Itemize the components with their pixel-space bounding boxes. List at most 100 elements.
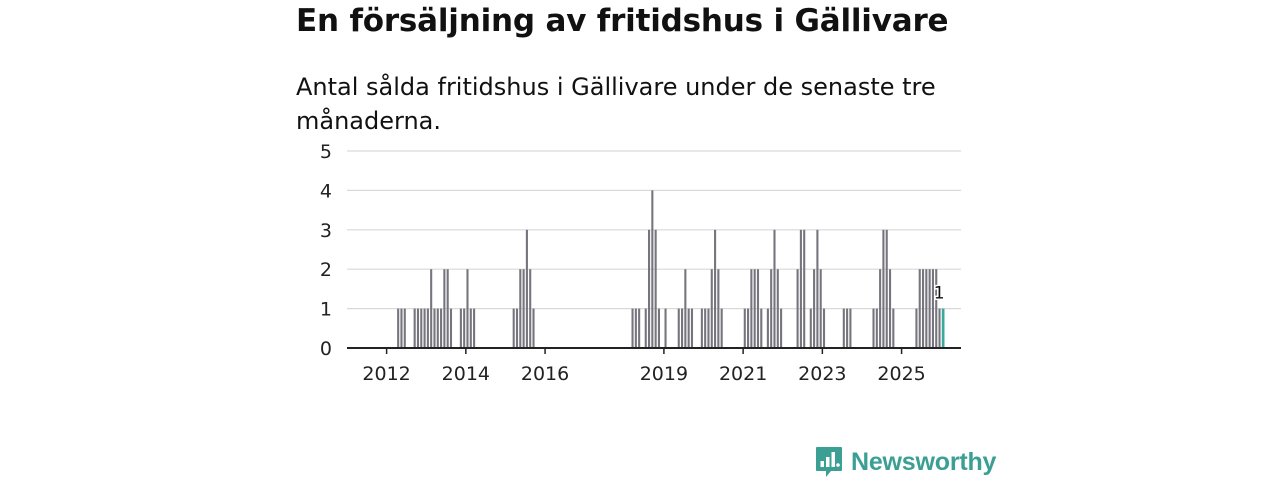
bar (885, 229, 888, 348)
newsworthy-logo-icon (816, 447, 842, 477)
y-tick-label: 2 (320, 259, 332, 281)
x-tick-label: 2025 (877, 363, 925, 385)
bar (466, 269, 469, 348)
bar (918, 269, 921, 348)
y-tick-label: 1 (320, 299, 332, 321)
bar (710, 269, 713, 348)
bar (473, 308, 476, 348)
bar (684, 269, 687, 348)
bar (842, 308, 845, 348)
bar (707, 308, 710, 348)
y-tick-label: 0 (320, 338, 332, 360)
bar (813, 269, 816, 348)
bar (931, 269, 934, 348)
bar (522, 269, 525, 348)
bar (446, 269, 449, 348)
bar (690, 308, 694, 348)
bar (426, 308, 429, 348)
bar (647, 229, 651, 348)
bar (773, 229, 776, 348)
x-tick-label: 2016 (521, 363, 569, 385)
bar (938, 308, 941, 348)
bar (657, 308, 661, 348)
bar (654, 229, 657, 348)
bar (631, 308, 634, 348)
bar (872, 308, 875, 348)
bar (766, 308, 769, 348)
bar (776, 269, 779, 348)
bar (816, 229, 819, 348)
bars (397, 190, 945, 348)
bar-highlight (941, 308, 945, 348)
bar (879, 269, 882, 348)
bar (436, 308, 439, 348)
bar (433, 308, 436, 348)
bar (846, 308, 849, 348)
bar (677, 308, 680, 348)
bar (463, 308, 466, 348)
bar (664, 308, 667, 348)
x-tick-label: 2012 (362, 363, 410, 385)
x-tick-label: 2019 (640, 363, 688, 385)
grid-lines (347, 150, 961, 310)
chart-subtitle: Antal sålda fritidshus i Gällivare under… (296, 73, 936, 135)
bar (469, 308, 472, 348)
y-tick-label: 3 (320, 220, 332, 242)
bar (925, 269, 928, 348)
bar (443, 269, 446, 348)
bar (717, 269, 720, 348)
x-tick-label: 2023 (798, 363, 846, 385)
bar (512, 308, 515, 348)
x-tick-label: 2014 (442, 363, 490, 385)
bar (935, 269, 938, 348)
bar (882, 229, 885, 348)
bar (888, 269, 892, 348)
bar (714, 229, 717, 348)
bar (529, 269, 532, 348)
bar (849, 308, 852, 348)
bar (921, 269, 925, 348)
bar (420, 308, 423, 348)
chart-title: En försäljning av fritidshus i Gällivare (296, 3, 949, 39)
bar (403, 308, 406, 348)
bar (799, 229, 802, 348)
newsworthy-logo: Newsworthy (815, 446, 996, 478)
bar (416, 308, 420, 348)
bar (796, 269, 799, 348)
bar (875, 308, 878, 348)
bar (423, 308, 426, 348)
bar (809, 308, 812, 348)
bar (681, 308, 684, 348)
bar (651, 190, 654, 348)
bar (449, 308, 453, 348)
bar (720, 308, 723, 348)
data-labels: 1 (932, 282, 946, 305)
bar (760, 308, 763, 348)
bar (644, 308, 647, 348)
bar (700, 308, 703, 348)
bar (430, 269, 433, 348)
bar (822, 308, 826, 348)
x-tick-label: 2021 (719, 363, 767, 385)
y-tick-label: 4 (320, 180, 332, 202)
bar (704, 308, 707, 348)
bar (819, 269, 822, 348)
bar (770, 269, 773, 348)
bar (780, 308, 783, 348)
bar (928, 269, 931, 348)
bar (747, 308, 750, 348)
x-axis: 2012 2014 2016 2019 2021 2023 2025 (347, 347, 961, 385)
highlight-data-label: 1 (934, 284, 945, 304)
bar (459, 308, 462, 348)
bar (803, 229, 806, 348)
bar (413, 308, 416, 348)
bar (634, 308, 637, 348)
bar (440, 308, 443, 348)
bar (519, 269, 522, 348)
bar (892, 308, 895, 348)
bar-chart: 0 1 2 3 4 5 2012 2014 2016 2019 2021 2023 2025 1 (320, 141, 961, 385)
y-tick-label: 5 (320, 141, 332, 163)
newsworthy-logo-text: Newsworthy (851, 447, 997, 476)
bar (756, 269, 760, 348)
